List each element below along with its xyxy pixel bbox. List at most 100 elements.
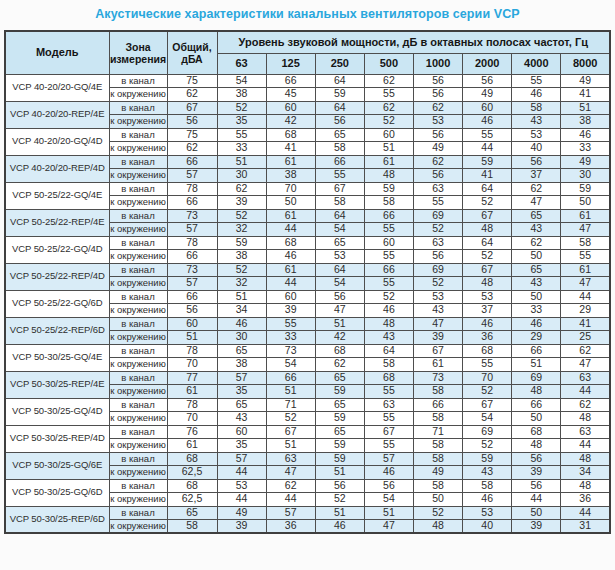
spl-value: 52 (217, 101, 266, 115)
zone-label: в канал (109, 263, 167, 277)
zone-label: в канал (109, 425, 167, 439)
zone-label: в канал (109, 371, 167, 385)
spl-value: 58 (414, 385, 463, 399)
spl-value: 51 (315, 317, 364, 331)
spl-value: 52 (364, 115, 413, 129)
model-name: VCP 40-20/20-GQ/4E (5, 74, 109, 101)
col-header-zone: Зона измерения (109, 31, 167, 74)
zone-label: в канал (109, 74, 167, 88)
spl-value: 54 (266, 358, 315, 372)
spl-value: 63 (414, 182, 463, 196)
spl-value: 33 (561, 142, 610, 156)
total-dba-value: 66 (167, 250, 217, 264)
col-header-freq-4000: 4000 (512, 53, 561, 74)
spl-value: 30 (217, 169, 266, 183)
spl-value: 41 (266, 142, 315, 156)
zone-label: к окружению (109, 115, 167, 129)
table-row: VCP 50-30/25-REP/4Dв канал76606765677169… (5, 425, 610, 439)
spl-value: 37 (512, 169, 561, 183)
spl-value: 53 (414, 115, 463, 129)
spl-value: 73 (414, 371, 463, 385)
spl-value: 60 (217, 425, 266, 439)
total-dba-value: 70 (167, 412, 217, 426)
table-row: VCP 50-30/25-GQ/4Eв канал786573686467686… (5, 344, 610, 358)
spl-value: 63 (561, 371, 610, 385)
total-dba-value: 78 (167, 398, 217, 412)
spl-value: 44 (561, 385, 610, 399)
zone-label: к окружению (109, 88, 167, 102)
spl-value: 66 (364, 209, 413, 223)
spl-value: 36 (463, 331, 512, 345)
spl-value: 62 (561, 398, 610, 412)
spl-value: 47 (266, 466, 315, 480)
spl-value: 36 (266, 520, 315, 534)
spl-value: 44 (217, 493, 266, 507)
total-dba-value: 73 (167, 209, 217, 223)
spl-value: 57 (217, 452, 266, 466)
total-dba-value: 62,5 (167, 493, 217, 507)
spl-value: 59 (315, 88, 364, 102)
zone-label: к окружению (109, 169, 167, 183)
total-dba-value: 75 (167, 128, 217, 142)
spl-value: 48 (364, 169, 413, 183)
page-title: Акустические характеристики канальных ве… (0, 0, 615, 21)
total-dba-value: 62 (167, 142, 217, 156)
spl-value: 70 (463, 371, 512, 385)
spl-value: 55 (364, 277, 413, 291)
spl-value: 58 (463, 479, 512, 493)
spl-value: 30 (561, 169, 610, 183)
col-header-freq-250: 250 (315, 53, 364, 74)
col-header-total-dba: Общий, дБА (167, 31, 217, 74)
table-row: VCP 40-20/20-GQ/4Dв канал755568656056555… (5, 128, 610, 142)
spl-value: 57 (364, 452, 413, 466)
spl-value: 68 (364, 371, 413, 385)
total-dba-value: 62,5 (167, 466, 217, 480)
zone-label: в канал (109, 317, 167, 331)
spl-value: 34 (217, 304, 266, 318)
spl-value: 56 (414, 128, 463, 142)
spl-value: 66 (266, 371, 315, 385)
spl-value: 43 (414, 304, 463, 318)
spl-value: 25 (561, 331, 610, 345)
table-row: VCP 50-25/22-REP/4Dв канал73526164666967… (5, 263, 610, 277)
spl-value: 69 (512, 371, 561, 385)
model-name: VCP 50-30/25-GQ/4E (5, 344, 109, 371)
spl-value: 38 (561, 115, 610, 129)
spl-value: 67 (315, 182, 364, 196)
spl-value: 36 (561, 493, 610, 507)
spl-value: 59 (364, 182, 413, 196)
spl-value: 59 (315, 385, 364, 399)
spl-value: 58 (414, 412, 463, 426)
spl-value: 63 (364, 398, 413, 412)
spl-value: 59 (315, 439, 364, 453)
spl-value: 44 (561, 290, 610, 304)
spl-value: 35 (217, 439, 266, 453)
spl-value: 48 (561, 452, 610, 466)
spl-value: 62 (414, 155, 463, 169)
table-row: VCP 50-30/25-REP/4Eв канал77576665687370… (5, 371, 610, 385)
model-name: VCP 50-30/25-REP/4E (5, 371, 109, 398)
spl-value: 44 (512, 493, 561, 507)
table-header: Модель Зона измерения Общий, дБА Уровень… (5, 31, 610, 74)
spl-value: 54 (364, 493, 413, 507)
spl-value: 55 (414, 196, 463, 210)
spl-value: 48 (561, 479, 610, 493)
spl-value: 29 (561, 304, 610, 318)
model-name: VCP 50-30/25-GQ/6D (5, 479, 109, 506)
total-dba-value: 66 (167, 196, 217, 210)
spl-value: 50 (512, 412, 561, 426)
spl-value: 64 (364, 344, 413, 358)
spl-value: 62 (512, 236, 561, 250)
spl-value: 52 (463, 196, 512, 210)
spl-value: 62 (512, 182, 561, 196)
spl-value: 56 (315, 290, 364, 304)
table-row: VCP 50-25/22-GQ/4Eв канал786270675963646… (5, 182, 610, 196)
spl-value: 50 (561, 196, 610, 210)
spl-value: 50 (512, 506, 561, 520)
spl-value: 56 (512, 155, 561, 169)
model-name: VCP 50-25/22-GQ/4D (5, 236, 109, 263)
total-dba-value: 62 (167, 88, 217, 102)
spl-value: 44 (266, 277, 315, 291)
spl-value: 46 (217, 317, 266, 331)
spl-value: 43 (512, 223, 561, 237)
